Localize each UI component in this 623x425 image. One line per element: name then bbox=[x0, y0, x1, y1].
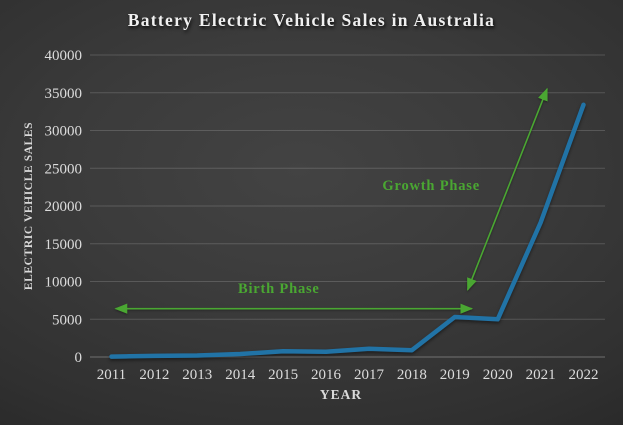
data-series bbox=[109, 102, 586, 359]
x-tick-label: 2022 bbox=[569, 367, 599, 383]
y-tick-label: 25000 bbox=[45, 161, 83, 177]
x-axis-title: YEAR bbox=[320, 387, 362, 402]
y-axis-title: ELECTRIC VEHICLE SALES bbox=[23, 122, 35, 290]
growth-phase-arrow bbox=[466, 87, 548, 291]
x-tick-label: 2016 bbox=[311, 367, 342, 383]
chart-title: Battery Electric Vehicle Sales in Austra… bbox=[127, 10, 496, 30]
growth-phase-label: Growth Phase bbox=[382, 178, 480, 194]
x-tick-label: 2019 bbox=[440, 367, 470, 383]
y-tick-label: 5000 bbox=[52, 312, 82, 328]
x-axis-tick-labels: 2011 2012 2013 2014 2015 2016 2017 2018 2019 2020… bbox=[97, 367, 599, 383]
x-tick-label: 2017 bbox=[354, 367, 385, 383]
x-tick-label: 2014 bbox=[225, 367, 256, 383]
x-tick-label: 2018 bbox=[397, 367, 427, 383]
gridlines bbox=[90, 54, 605, 358]
sales-line bbox=[109, 102, 586, 359]
annotations: Birth Phase Growth Phase bbox=[114, 87, 548, 314]
y-tick-label: 0 bbox=[75, 350, 83, 366]
y-axis-tick-labels: 0 5000 10000 15000 20000 25000 30000 35000 40000 bbox=[45, 48, 83, 366]
x-tick-label: 2013 bbox=[182, 367, 212, 383]
y-tick-label: 20000 bbox=[45, 199, 83, 215]
x-tick-label: 2021 bbox=[526, 367, 556, 383]
x-tick-label: 2020 bbox=[483, 367, 513, 383]
y-tick-label: 40000 bbox=[45, 48, 83, 64]
x-tick-label: 2012 bbox=[139, 367, 169, 383]
x-tick-label: 2015 bbox=[268, 367, 298, 383]
y-tick-label: 15000 bbox=[45, 237, 83, 253]
y-tick-label: 35000 bbox=[45, 86, 83, 102]
y-tick-label: 30000 bbox=[45, 124, 83, 140]
y-tick-label: 10000 bbox=[45, 275, 83, 291]
x-tick-label: 2011 bbox=[97, 367, 126, 383]
birth-phase-label: Birth Phase bbox=[238, 281, 320, 297]
